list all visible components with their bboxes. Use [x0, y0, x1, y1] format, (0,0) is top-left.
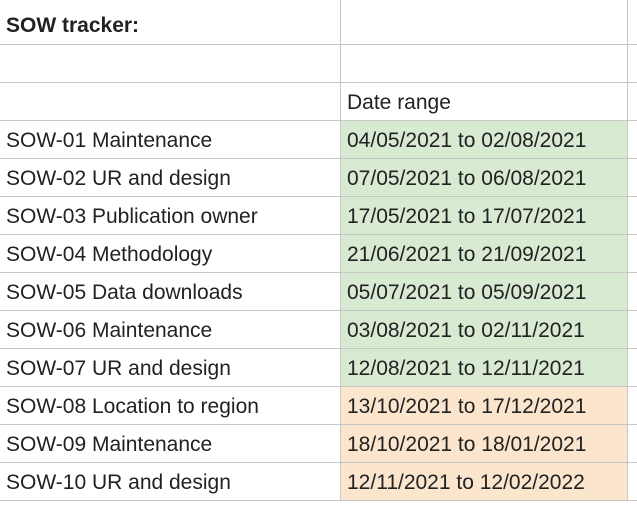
sheet-row-header: Date range — [0, 83, 637, 121]
sow-name-cell[interactable]: SOW-05 Data downloads — [0, 273, 341, 311]
table-row: SOW-04 Methodology 21/06/2021 to 21/09/20… — [0, 235, 637, 273]
sow-date-range-cell[interactable]: 13/10/2021 to 17/12/2021 — [341, 387, 628, 425]
sheet-cell[interactable] — [341, 45, 628, 83]
sow-date-range-cell[interactable]: 12/11/2021 to 12/02/2022 — [341, 463, 628, 501]
sheet-cell[interactable] — [0, 45, 341, 83]
sow-name-cell[interactable]: SOW-09 Maintenance — [0, 425, 341, 463]
sheet-cell-edge[interactable] — [628, 425, 637, 463]
table-row: SOW-05 Data downloads 05/07/2021 to 05/09… — [0, 273, 637, 311]
sheet-cell-edge[interactable] — [628, 83, 637, 121]
table-row: SOW-09 Maintenance 18/10/2021 to 18/01/20… — [0, 425, 637, 463]
sow-name-cell[interactable]: SOW-07 UR and design — [0, 349, 341, 387]
sheet-cell-edge[interactable] — [628, 159, 637, 197]
sow-name-cell[interactable]: SOW-06 Maintenance — [0, 311, 341, 349]
sow-name-cell[interactable]: SOW-01 Maintenance — [0, 121, 341, 159]
sheet-cell-edge[interactable] — [628, 0, 637, 45]
sow-date-range-cell[interactable]: 12/08/2021 to 12/11/2021 — [341, 349, 628, 387]
header-cell-date-range[interactable]: Date range — [341, 83, 628, 121]
sheet-cell-edge[interactable] — [628, 235, 637, 273]
sow-name-cell[interactable]: SOW-10 UR and design — [0, 463, 341, 501]
sheet-cell-edge[interactable] — [628, 45, 637, 83]
header-cell-name[interactable] — [0, 83, 341, 121]
sheet-cell[interactable] — [341, 0, 628, 45]
sheet-cell-edge[interactable] — [628, 349, 637, 387]
sow-name-cell[interactable]: SOW-03 Publication owner — [0, 197, 341, 235]
table-row: SOW-06 Maintenance 03/08/2021 to 02/11/20… — [0, 311, 637, 349]
sheet-cell-edge[interactable] — [628, 387, 637, 425]
table-row: SOW-07 UR and design 12/08/2021 to 12/11/… — [0, 349, 637, 387]
table-row: SOW-10 UR and design 12/11/2021 to 12/02/… — [0, 463, 637, 501]
sheet-cell-edge[interactable] — [628, 273, 637, 311]
sheet-cell-edge[interactable] — [628, 121, 637, 159]
table-row: SOW-03 Publication owner 17/05/2021 to 17… — [0, 197, 637, 235]
table-row: SOW-02 UR and design 07/05/2021 to 06/08/… — [0, 159, 637, 197]
sow-date-range-cell[interactable]: 18/10/2021 to 18/01/2021 — [341, 425, 628, 463]
sheet-row-blank — [0, 45, 637, 83]
sow-date-range-cell[interactable]: 05/07/2021 to 05/09/2021 — [341, 273, 628, 311]
sheet-row-title: SOW tracker: — [0, 0, 637, 45]
sow-name-cell[interactable]: SOW-08 Location to region — [0, 387, 341, 425]
table-row: SOW-01 Maintenance 04/05/2021 to 02/08/20… — [0, 121, 637, 159]
sow-date-range-cell[interactable]: 07/05/2021 to 06/08/2021 — [341, 159, 628, 197]
sheet-cell-edge[interactable] — [628, 463, 637, 501]
sow-name-cell[interactable]: SOW-02 UR and design — [0, 159, 341, 197]
sow-date-range-cell[interactable]: 21/06/2021 to 21/09/2021 — [341, 235, 628, 273]
sow-date-range-cell[interactable]: 04/05/2021 to 02/08/2021 — [341, 121, 628, 159]
sheet-cell-edge[interactable] — [628, 197, 637, 235]
sheet-title-cell[interactable]: SOW tracker: — [0, 0, 341, 45]
sheet-cell-edge[interactable] — [628, 311, 637, 349]
table-row: SOW-08 Location to region 13/10/2021 to 1… — [0, 387, 637, 425]
sow-date-range-cell[interactable]: 03/08/2021 to 02/11/2021 — [341, 311, 628, 349]
sow-date-range-cell[interactable]: 17/05/2021 to 17/07/2021 — [341, 197, 628, 235]
sow-name-cell[interactable]: SOW-04 Methodology — [0, 235, 341, 273]
